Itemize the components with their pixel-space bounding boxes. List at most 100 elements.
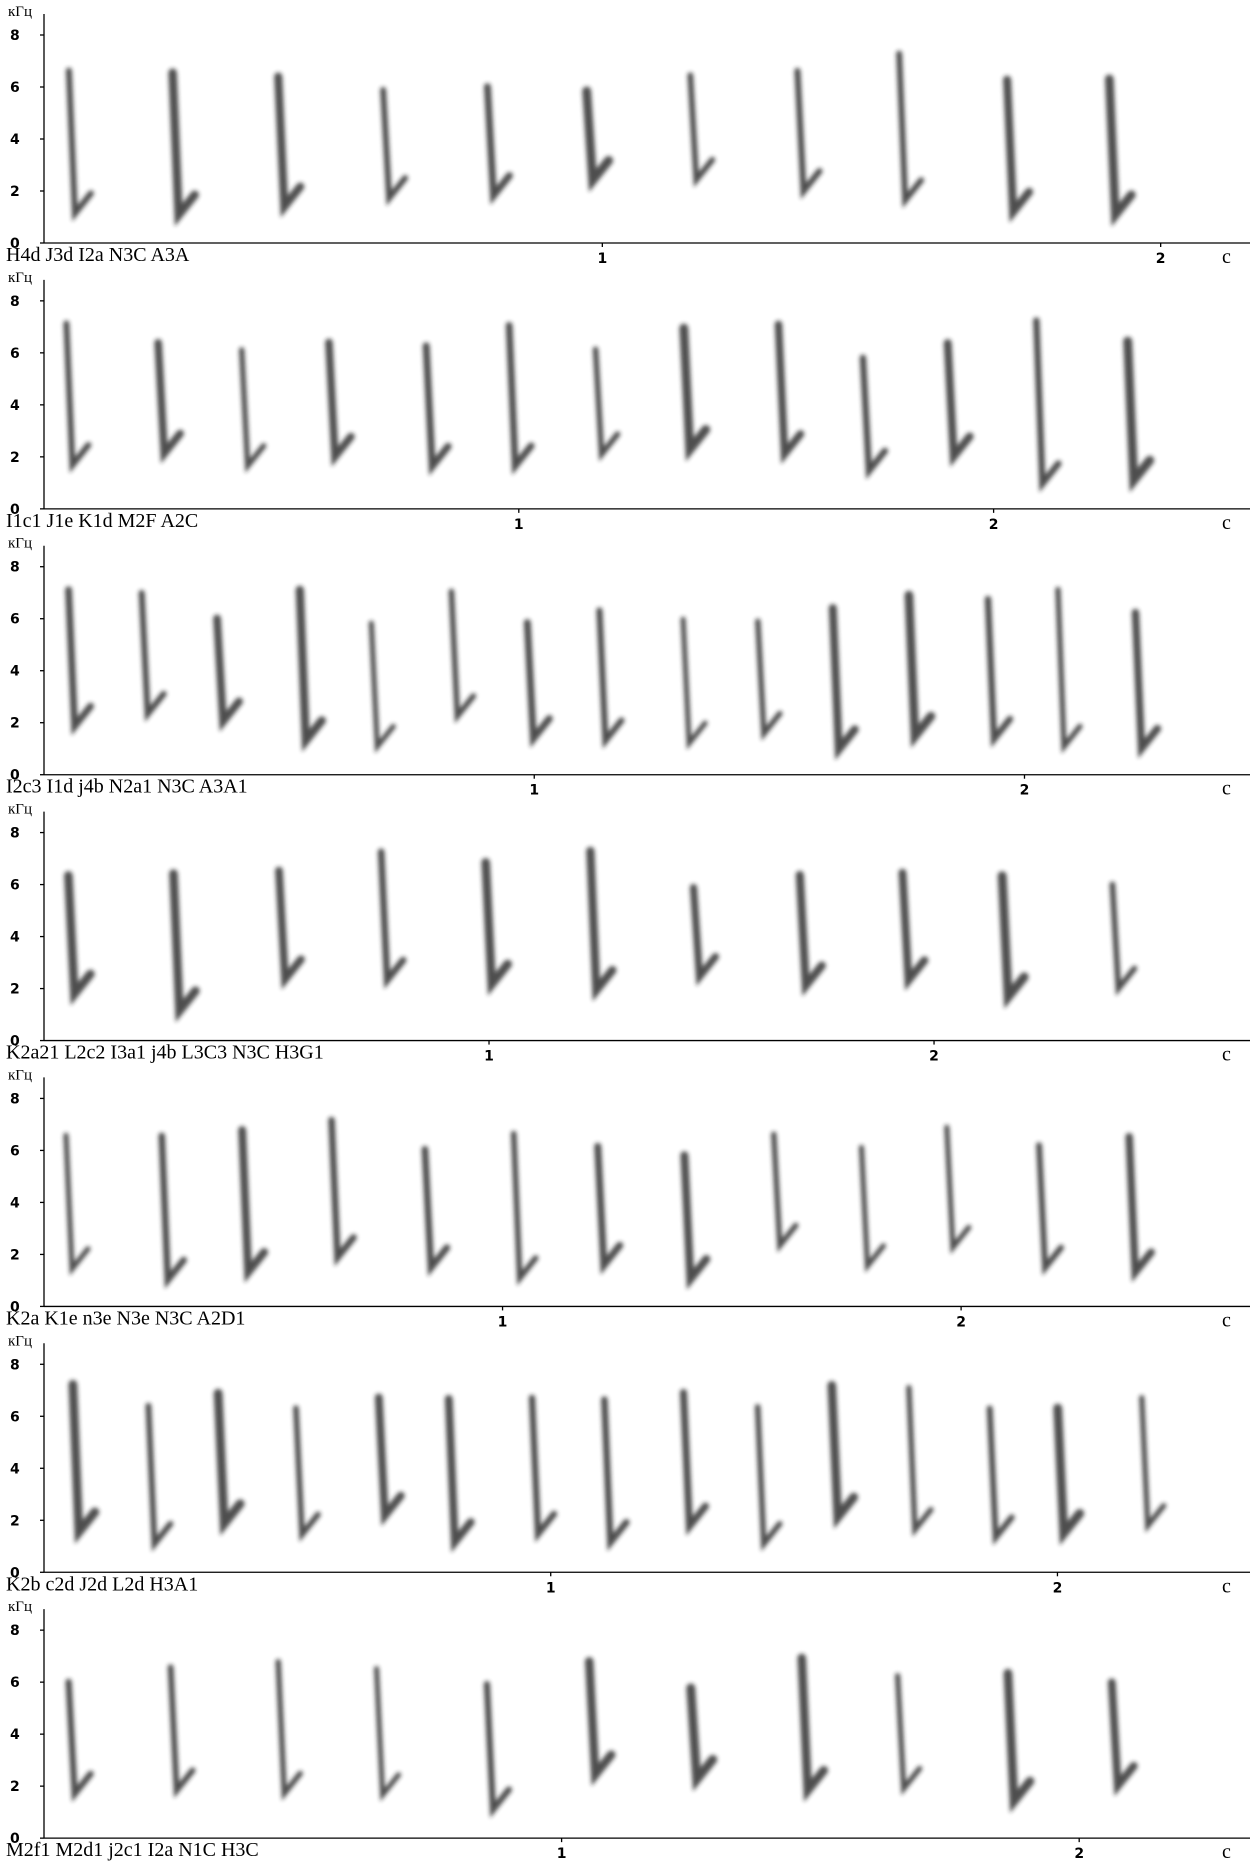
sound-trace — [680, 616, 708, 750]
panel-caption: I2c3 I1d j4b N2a1 N3C A3A1 — [6, 776, 248, 798]
sound-trace — [858, 1144, 886, 1273]
sound-trace — [1123, 336, 1155, 493]
sound-trace — [827, 1381, 859, 1529]
y-tick-label: 4 — [10, 664, 20, 680]
sound-trace — [906, 1385, 934, 1537]
sound-trace — [771, 1131, 799, 1253]
y-tick-label: 8 — [10, 1357, 20, 1373]
x-axis-label: с — [1222, 1841, 1231, 1861]
sound-trace — [483, 83, 513, 205]
sound-trace — [1131, 608, 1162, 759]
y-tick-label: 4 — [10, 1461, 20, 1477]
y-tick-label: 8 — [10, 560, 20, 576]
x-tick-label: 1 — [529, 783, 539, 799]
y-tick-label: 0 — [10, 236, 20, 252]
sound-trace — [368, 620, 396, 754]
x-tick-label: 1 — [498, 1314, 508, 1330]
sound-trace — [528, 1394, 558, 1543]
y-tick-label: 4 — [10, 1195, 20, 1211]
y-tick-label: 0 — [10, 1831, 20, 1847]
y-tick-label: 8 — [10, 28, 20, 44]
y-tick-label: 6 — [10, 1675, 20, 1691]
x-axis-label: с — [1222, 1044, 1231, 1066]
y-tick-label: 4 — [10, 398, 20, 414]
sound-trace — [689, 883, 720, 987]
y-tick-label: 6 — [10, 80, 20, 96]
sound-trace — [984, 595, 1014, 748]
x-tick-label: 1 — [484, 1049, 494, 1065]
sound-trace — [138, 589, 167, 722]
sound-trace — [592, 346, 621, 462]
y-axis-label: кГц — [8, 1333, 32, 1349]
y-tick-label: 8 — [10, 294, 20, 310]
sound-trace — [794, 67, 823, 200]
sound-trace — [686, 1683, 718, 1792]
sound-trace — [679, 1389, 710, 1536]
sound-trace — [213, 614, 243, 732]
sound-trace — [158, 1132, 188, 1289]
y-tick-label: 8 — [10, 826, 20, 842]
sound-trace — [238, 347, 267, 474]
sound-trace — [859, 354, 889, 480]
x-axis-label: с — [1222, 778, 1231, 800]
x-tick-label: 1 — [557, 1846, 567, 1861]
sound-trace — [586, 846, 617, 1002]
spectrogram-panel: кГц 0 2 4 6 8 1 2 с K2b c2d J2d L2d H3A1 — [6, 1333, 1250, 1597]
sound-trace — [145, 1402, 174, 1552]
sound-trace — [65, 1678, 94, 1803]
y-tick-label: 2 — [10, 184, 20, 200]
sound-trace — [65, 67, 94, 222]
x-tick-label: 1 — [597, 251, 607, 267]
y-tick-label: 6 — [10, 612, 20, 628]
sound-trace — [1053, 1403, 1085, 1546]
sound-trace — [63, 320, 92, 474]
sound-trace — [944, 1124, 972, 1255]
sound-trace — [295, 585, 326, 752]
x-tick-label: 2 — [1074, 1846, 1084, 1861]
spectrogram-panel: кГц 0 2 4 6 8 1 2 с I2c3 I1d j4b N2a1 N3C A3A1 — [6, 536, 1250, 800]
sound-trace — [167, 1664, 196, 1799]
y-axis-label: кГц — [8, 270, 32, 286]
spectrogram-panel: кГц 0 2 4 6 8 1 2 с M2f1 M2d1 j2c1 I2a N1C H3C — [6, 1599, 1250, 1861]
sound-trace — [797, 1653, 829, 1803]
y-tick-label: 2 — [10, 1247, 20, 1263]
sound-trace — [1036, 1142, 1065, 1276]
y-tick-label: 8 — [10, 1091, 20, 1107]
sound-trace — [154, 338, 184, 464]
y-tick-label: 0 — [10, 768, 20, 784]
x-axis-label: с — [1222, 512, 1231, 534]
x-tick-label: 2 — [989, 517, 999, 533]
spectrogram-panel: кГц 0 2 4 6 8 1 2 с K2a K1e n3e N3e N3C A2D1 — [6, 1067, 1250, 1331]
y-tick-label: 2 — [10, 982, 20, 998]
spectrogram-traces — [65, 50, 1136, 227]
sound-trace — [374, 1393, 405, 1527]
y-tick-label: 8 — [10, 1623, 20, 1639]
panel-caption: H4d J3d I2a N3C A3A — [6, 244, 190, 266]
y-tick-label: 2 — [10, 1513, 20, 1529]
sound-trace — [1033, 317, 1062, 493]
x-tick-label: 1 — [514, 517, 524, 533]
y-tick-label: 0 — [10, 502, 20, 518]
x-axis-label: с — [1222, 1309, 1231, 1331]
panel-caption: I1c1 J1e K1d M2F A2C — [6, 510, 198, 532]
sound-trace — [1107, 1678, 1138, 1797]
y-tick-label: 0 — [10, 1565, 20, 1581]
sound-trace — [448, 588, 477, 724]
spectrogram-traces — [63, 1116, 1155, 1290]
sound-trace — [898, 868, 929, 991]
sound-trace — [584, 1657, 616, 1787]
sound-trace — [325, 338, 355, 467]
y-axis-label: кГц — [8, 1599, 32, 1615]
sound-trace — [596, 607, 625, 749]
sound-trace — [377, 848, 407, 990]
sound-trace — [380, 86, 409, 206]
spectrogram-traces — [64, 846, 1138, 1023]
y-tick-label: 4 — [10, 132, 20, 148]
sound-trace — [505, 321, 535, 475]
sound-trace — [895, 1673, 923, 1796]
sound-trace — [828, 604, 859, 761]
sound-trace — [63, 1132, 91, 1276]
sound-trace — [168, 68, 199, 227]
spectrogram-panel: кГц 0 2 4 6 8 1 2 с K2a21 L2c2 I3a1 j4b L3C3 N3C … — [6, 802, 1250, 1066]
y-tick-label: 6 — [10, 346, 20, 362]
